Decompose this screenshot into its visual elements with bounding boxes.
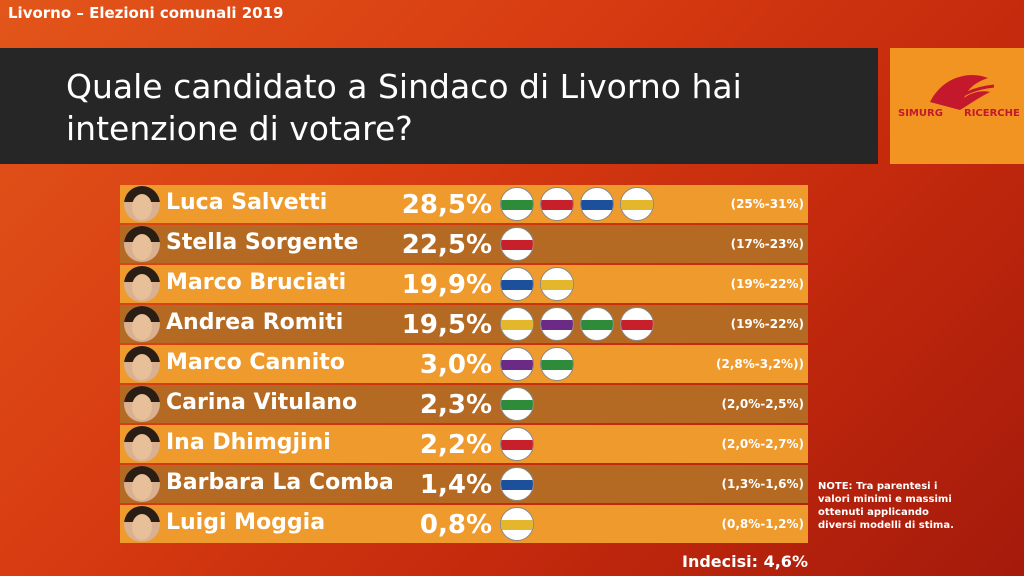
candidate-name: Stella Sorgente bbox=[166, 230, 359, 255]
italia-comune-logo bbox=[500, 387, 534, 421]
candidate-name: Carina Vitulano bbox=[166, 390, 358, 415]
candidate-range: (1,3%-1,6%) bbox=[721, 477, 804, 491]
per-livorno-logo bbox=[500, 467, 534, 501]
candidate-range: (19%-22%) bbox=[730, 277, 804, 291]
civica-logo bbox=[500, 307, 534, 341]
buongiorno-livorno-logo bbox=[500, 267, 534, 301]
candidate-range: (19%-22%) bbox=[730, 317, 804, 331]
candidate-row: Barbara La Comba 1,4% (1,3%-1,6%) bbox=[120, 465, 808, 503]
candidate-photo bbox=[124, 386, 160, 422]
candidate-row: Marco Bruciati 19,9% (19%-22%) bbox=[120, 265, 808, 303]
uno-logo bbox=[580, 187, 614, 221]
candidate-range: (2,0%-2,7%) bbox=[721, 437, 804, 451]
candidate-range: (25%-31%) bbox=[730, 197, 804, 211]
candidate-photo bbox=[124, 186, 160, 222]
candidate-photo bbox=[124, 226, 160, 262]
simurg-logo: SIMURG RICERCHE bbox=[890, 48, 1024, 164]
fratelli-italia-logo bbox=[620, 307, 654, 341]
candidate-name: Andrea Romiti bbox=[166, 310, 344, 335]
sinistra-logo bbox=[540, 347, 574, 381]
candidate-row: Marco Cannito 3,0% (2,8%-3,2%)) bbox=[120, 345, 808, 383]
logo-text-right: RICERCHE bbox=[964, 108, 1020, 119]
pd-logo bbox=[500, 187, 534, 221]
logo-text-left: SIMURG bbox=[898, 108, 943, 119]
candidate-photo bbox=[124, 346, 160, 382]
candidate-percentage: 22,5% bbox=[401, 230, 492, 260]
candidate-percentage: 3,0% bbox=[419, 350, 492, 380]
candidate-photo bbox=[124, 466, 160, 502]
candidate-percentage: 2,2% bbox=[419, 430, 492, 460]
candidate-row: Andrea Romiti 19,5% (19%-22%) bbox=[120, 305, 808, 343]
question-text: Quale candidato a Sindaco di Livorno hai… bbox=[66, 67, 742, 148]
potere-al-popolo-logo bbox=[540, 267, 574, 301]
candidate-photo bbox=[124, 506, 160, 542]
candidate-percentage: 19,5% bbox=[401, 310, 492, 340]
candidate-name: Luca Salvetti bbox=[166, 190, 328, 215]
candidate-photo bbox=[124, 266, 160, 302]
candidate-percentage: 1,4% bbox=[419, 470, 492, 500]
civica-logo bbox=[500, 347, 534, 381]
candidate-range: (0,8%-1,2%) bbox=[721, 517, 804, 531]
livorno-futura-logo bbox=[540, 187, 574, 221]
candidate-photo bbox=[124, 426, 160, 462]
livorno-in-comune-logo bbox=[500, 427, 534, 461]
question-banner bbox=[0, 48, 878, 164]
candidate-percentage: 19,9% bbox=[401, 270, 492, 300]
candidate-range: (2,8%-3,2%)) bbox=[716, 357, 804, 371]
candidate-name: Barbara La Comba bbox=[166, 470, 394, 495]
lega-logo bbox=[540, 307, 574, 341]
movimento-5-stelle-logo bbox=[500, 227, 534, 261]
page-header-title: Livorno – Elezioni comunali 2019 bbox=[8, 4, 284, 22]
candidate-range: (2,0%-2,5%) bbox=[721, 397, 804, 411]
candidate-row: Carina Vitulano 2,3% (2,0%-2,5%) bbox=[120, 385, 808, 423]
candidate-name: Marco Cannito bbox=[166, 350, 345, 375]
sinistra-logo bbox=[620, 187, 654, 221]
candidate-name: Ina Dhimgjini bbox=[166, 430, 331, 455]
pci-logo bbox=[500, 507, 534, 541]
candidate-row: Stella Sorgente 22,5% (17%-23%) bbox=[120, 225, 808, 263]
candidate-row: Luca Salvetti 28,5% (25%-31%) bbox=[120, 185, 808, 223]
candidate-row: Ina Dhimgjini 2,2% (2,0%-2,7%) bbox=[120, 425, 808, 463]
candidate-name: Luigi Moggia bbox=[166, 510, 326, 535]
methodology-note: NOTE: Tra parentesi i valori minimi e ma… bbox=[818, 481, 954, 531]
candidate-percentage: 2,3% bbox=[419, 390, 492, 420]
candidate-percentage: 0,8% bbox=[419, 510, 492, 540]
candidate-row: Luigi Moggia 0,8% (0,8%-1,2%) bbox=[120, 505, 808, 543]
candidate-range: (17%-23%) bbox=[730, 237, 804, 251]
candidate-name: Marco Bruciati bbox=[166, 270, 347, 295]
candidate-photo bbox=[124, 306, 160, 342]
forza-italia-logo bbox=[580, 307, 614, 341]
undecided-label: Indecisi: 4,6% bbox=[682, 552, 808, 571]
candidate-percentage: 28,5% bbox=[401, 190, 492, 220]
